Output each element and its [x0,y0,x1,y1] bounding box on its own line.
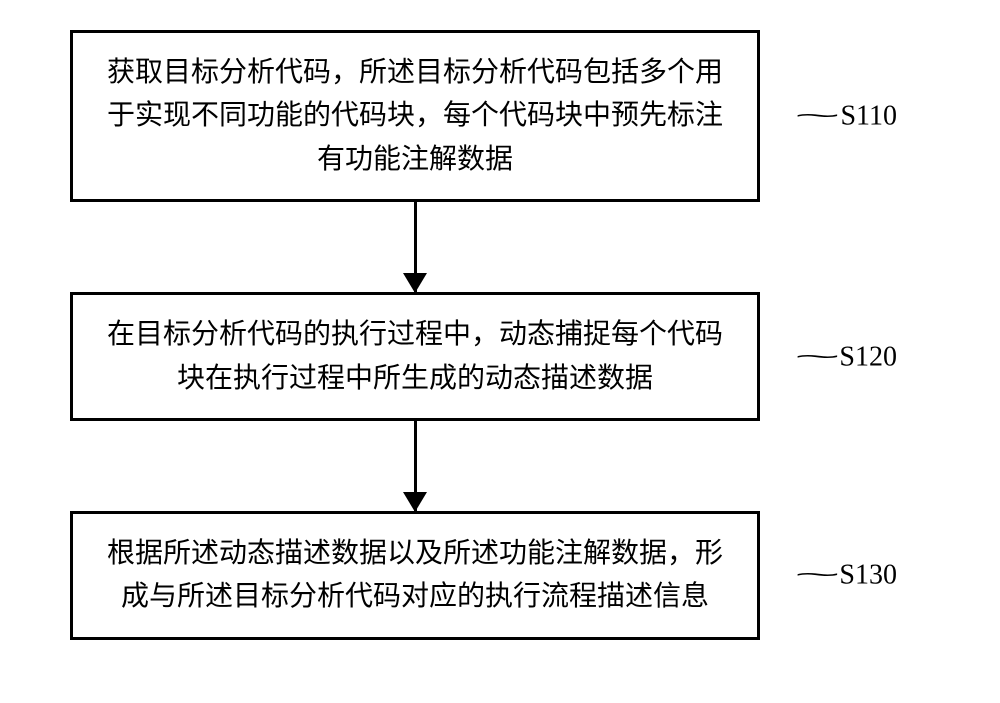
flow-step-s110: 获取目标分析代码，所述目标分析代码包括多个用于实现不同功能的代码块，每个代码块中… [70,30,760,202]
flow-step-label: S120 [839,335,897,378]
flow-step-text: 获取目标分析代码，所述目标分析代码包括多个用于实现不同功能的代码块，每个代码块中… [107,57,723,175]
flow-step-label: S110 [840,94,897,137]
flow-step-label: S130 [839,554,897,597]
flow-step-text: 根据所述动态描述数据以及所述功能注解数据，形成与所述目标分析代码对应的执行流程描… [107,538,723,612]
flow-step-s120: 在目标分析代码的执行过程中，动态捕捉每个代码块在执行过程中所生成的动态描述数据 … [70,292,760,421]
connector-wrap [70,421,760,511]
flow-step-s130: 根据所述动态描述数据以及所述功能注解数据，形成与所述目标分析代码对应的执行流程描… [70,511,760,640]
flow-connector [414,421,417,511]
flow-step-text: 在目标分析代码的执行过程中，动态捕捉每个代码块在执行过程中所生成的动态描述数据 [107,319,723,393]
connector-tilde-icon: ~ [794,558,841,593]
connector-tilde-icon: ~ [794,339,841,374]
arrowhead-down-icon [403,492,427,512]
connector-tilde-icon: ~ [794,99,841,134]
flow-connector [414,202,417,292]
flowchart-container: 获取目标分析代码，所述目标分析代码包括多个用于实现不同功能的代码块，每个代码块中… [70,30,930,640]
arrowhead-down-icon [403,273,427,293]
connector-wrap [70,202,760,292]
